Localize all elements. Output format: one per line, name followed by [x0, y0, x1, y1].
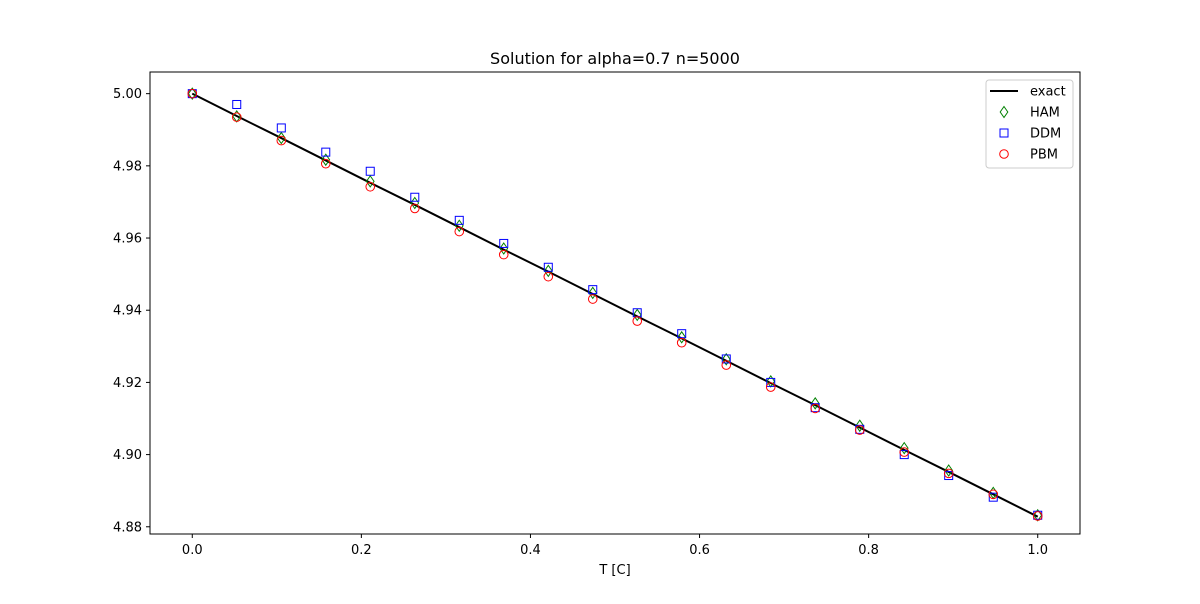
- data-point-ddm: [365, 166, 375, 176]
- data-point-pbm: [454, 226, 465, 237]
- y-tick-label: 5.00: [113, 87, 142, 102]
- data-point-ddm: [677, 329, 687, 339]
- data-point-ham: [899, 441, 909, 455]
- data-point-pbm: [587, 294, 598, 304]
- data-point-pbm: [498, 249, 509, 260]
- x-tick-label: 0.2: [351, 543, 372, 558]
- data-point-ddm: [721, 354, 731, 364]
- data-point-ham: [721, 352, 731, 366]
- plot-area-frame: [149, 71, 1081, 535]
- y-tick-label: 4.90: [113, 448, 142, 463]
- data-point-pbm: [988, 489, 999, 500]
- y-tick-label: 4.98: [113, 159, 142, 174]
- x-tick-label: 1.0: [1027, 543, 1048, 558]
- data-point-pbm: [765, 382, 776, 392]
- data-point-pbm: [187, 88, 198, 99]
- data-point-pbm: [943, 468, 954, 479]
- data-point-ham: [276, 131, 286, 145]
- y-tick-label: 4.92: [113, 376, 142, 391]
- legend-swatch-pbm: [999, 149, 1009, 159]
- legend-swatch-ham: [999, 105, 1009, 119]
- ticks-layer: 0.0 0.2 0.4 0.6 0.8 1.0 4.88 4.90 4.92 4.94 4.96 4.…: [113, 87, 1048, 558]
- data-point-pbm: [899, 447, 910, 457]
- data-point-ham: [677, 330, 687, 344]
- data-point-ham: [632, 308, 642, 322]
- data-point-ddm: [499, 238, 509, 248]
- legend-label-pbm: PBM: [1030, 148, 1058, 163]
- data-point-ham: [543, 264, 553, 278]
- y-tick-label: 4.96: [113, 232, 142, 247]
- x-tick-label: 0.8: [858, 543, 879, 558]
- data-point-ham: [810, 396, 820, 410]
- data-point-ham: [944, 464, 954, 477]
- legend-swatch-ddm: [999, 128, 1009, 138]
- data-point-pbm: [810, 403, 821, 414]
- data-point-ham: [365, 174, 375, 188]
- data-point-ddm: [232, 99, 242, 109]
- data-point-ddm: [276, 123, 286, 133]
- legend-label-exact: exact: [1030, 85, 1066, 100]
- data-point-ham: [187, 87, 197, 101]
- data-point-pbm: [632, 316, 643, 326]
- data-point-pbm: [365, 181, 376, 192]
- data-point-ham: [855, 419, 865, 433]
- data-point-ddm: [988, 492, 998, 502]
- x-tick-label: 0.4: [520, 543, 541, 558]
- data-point-ddm: [588, 285, 598, 295]
- data-point-pbm: [1032, 511, 1043, 521]
- data-point-ham: [321, 153, 331, 167]
- x-tick-label: 0.0: [182, 543, 203, 558]
- data-point-ddm: [321, 147, 331, 157]
- legend-label-ddm: DDM: [1030, 127, 1061, 142]
- data-point-ddm: [410, 192, 420, 202]
- chart-title: Solution for alpha=0.7 n=5000: [490, 49, 740, 68]
- legend: exact HAM DDM PBM: [985, 79, 1074, 169]
- data-point-ddm: [766, 377, 776, 387]
- data-point-pbm: [543, 271, 554, 282]
- data-point-pbm: [409, 203, 420, 214]
- series-layer: [187, 87, 1043, 522]
- data-point-pbm: [231, 112, 242, 122]
- data-point-pbm: [276, 135, 287, 146]
- x-tick-label: 0.6: [689, 543, 710, 558]
- y-tick-label: 4.94: [113, 304, 142, 319]
- y-tick-label: 4.88: [113, 520, 142, 535]
- data-point-ddm: [454, 215, 464, 225]
- series-line-exact: [191, 92, 1039, 518]
- series-pbm: [187, 88, 1043, 521]
- data-point-ddm: [543, 262, 553, 272]
- x-axis-label: T [C]: [598, 563, 630, 578]
- data-point-pbm: [854, 425, 865, 435]
- legend-label-ham: HAM: [1030, 106, 1060, 121]
- data-point-pbm: [320, 158, 331, 169]
- data-point-ham: [499, 242, 509, 255]
- data-point-pbm: [721, 360, 732, 370]
- legend-box: [985, 79, 1074, 169]
- data-point-pbm: [676, 337, 687, 348]
- data-point-ham: [588, 286, 598, 300]
